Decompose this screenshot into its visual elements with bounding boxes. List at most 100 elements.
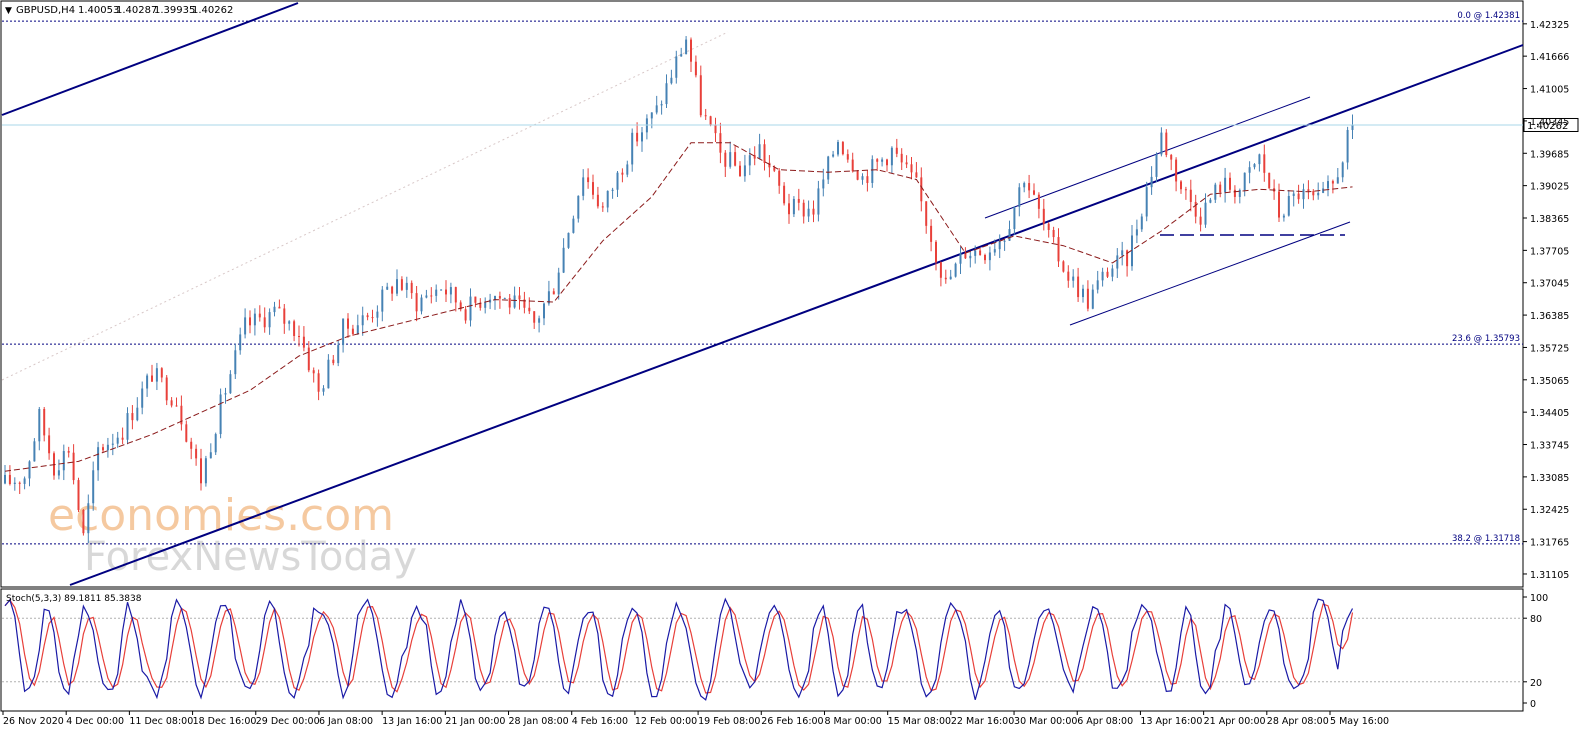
bullish-candle-body [87,503,90,534]
bearish-candle-body [283,308,286,324]
bullish-candle-body [469,296,472,321]
time-tick-label: 5 May 16:00 [1330,716,1389,727]
bearish-candle-body [464,309,467,321]
bullish-candle-body [611,189,614,191]
bearish-candle-body [1170,154,1173,160]
bearish-candle-body [454,287,457,303]
bearish-candle-body [846,154,849,160]
bearish-candle-body [596,194,599,207]
bearish-candle-body [190,441,193,449]
bullish-candle-body [616,172,619,190]
bullish-candle-body [1013,206,1016,230]
bullish-candle-body [1204,202,1207,225]
time-tick-label: 13 Apr 16:00 [1140,716,1202,727]
bearish-candle-body [694,61,697,76]
bullish-candle-body [224,393,227,395]
bearish-candle-body [876,159,879,162]
candlesticks [4,36,1354,544]
bullish-candle-body [547,291,550,304]
bullish-candle-body [1131,235,1133,267]
stochastic-tick-label: 20 [1530,678,1542,689]
bearish-candle-body [636,132,639,142]
bullish-candle-body [38,409,41,442]
bearish-candle-body [1067,271,1070,281]
bearish-candle-body [724,152,727,167]
bearish-candle-body [160,368,163,378]
bearish-candle-body [984,254,986,261]
oscillator-panel-frame [0,588,1524,712]
time-axis: 26 Nov 2020 4 Dec 00:00 11 Dec 08:00 18 Dec… [2,711,1389,727]
bearish-candle-body [915,172,918,178]
bullish-candle-body [239,334,242,351]
bearish-candle-body [312,370,315,374]
bullish-candle-body [1214,184,1217,200]
bullish-candle-body [141,388,144,408]
fibonacci-level-label: 38.2 @ 1.31718 [1452,534,1520,544]
bearish-candle-body [886,159,888,166]
bullish-candle-body [557,272,560,295]
bearish-candle-body [797,198,800,203]
bearish-candle-body [753,155,756,159]
bullish-candle-body [665,83,668,105]
bearish-candle-body [587,177,590,183]
bullish-candle-body [288,321,291,324]
bearish-candle-body [841,142,844,155]
price-tick-label: 1.41005 [1530,85,1569,96]
watermark-economies: economies.com [48,490,394,541]
bullish-candle-body [1248,167,1251,173]
bullish-candle-body [214,434,217,453]
price-tick-label: 1.31765 [1530,538,1569,549]
bullish-candle-body [62,451,65,471]
bullish-candle-body [567,232,570,248]
bearish-candle-body [866,176,869,183]
time-tick-label: 26 Nov 2020 [3,716,64,727]
bullish-candle-body [807,208,810,217]
bullish-candle-body [234,350,237,375]
bearish-candle-body [77,480,80,510]
price-tick-label: 1.32425 [1530,505,1569,516]
bullish-candle-body [229,374,232,394]
bearish-candle-body [690,39,692,62]
bullish-candle-body [1003,240,1006,242]
moving-average-line [4,142,1353,472]
bullish-candle-body [1160,132,1163,155]
bullish-candle-body [1008,229,1011,241]
bullish-candle-body [1253,164,1256,168]
bullish-candle-body [729,152,732,167]
bullish-candle-body [136,407,139,421]
price-tick-label: 1.35065 [1530,376,1569,387]
price-tick-label: 1.37705 [1530,246,1569,257]
bearish-candle-body [1037,194,1040,209]
bullish-candle-body [675,56,678,78]
stochastic-tick-label: 100 [1530,593,1548,604]
bullish-candle-body [435,289,438,296]
bearish-candle-body [773,167,776,171]
bullish-candle-body [361,315,364,326]
bearish-candle-body [699,75,702,116]
bearish-candle-body [67,451,70,453]
bearish-candle-body [1077,276,1080,298]
bullish-candle-body [792,198,795,215]
bullish-candle-body [1302,189,1305,200]
bearish-candle-body [1165,132,1168,155]
current-price-label: 1.40262 [1527,121,1568,132]
time-tick-label: 4 Feb 16:00 [572,716,628,727]
bearish-candle-body [802,202,805,217]
bullish-candle-body [1287,195,1290,216]
bearish-candle-body [601,206,604,208]
fibonacci-level-label: 23.6 @ 1.35793 [1452,334,1520,344]
bearish-candle-body [1180,181,1182,190]
bullish-candle-body [342,318,345,346]
bearish-candle-body [18,482,21,484]
bullish-candle-body [420,297,423,312]
bullish-candle-body [949,276,952,280]
time-tick-label: 19 Feb 08:00 [698,716,760,727]
bullish-candle-body [655,105,658,113]
bearish-candle-body [249,317,251,326]
bearish-candle-body [72,452,75,481]
bullish-candle-body [650,112,653,119]
bullish-candle-body [204,458,207,484]
bullish-candle-body [538,318,541,323]
bullish-candle-body [680,54,683,57]
fibonacci-levels: 0.0 @ 1.42381 23.6 @ 1.35793 38.2 @ 1.3171… [2,11,1523,545]
